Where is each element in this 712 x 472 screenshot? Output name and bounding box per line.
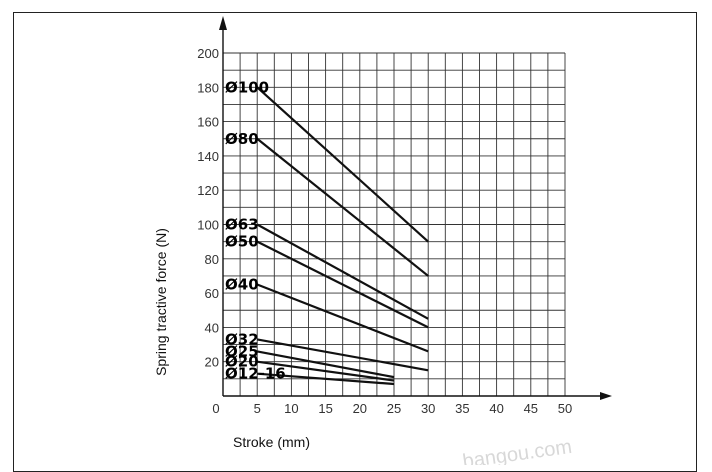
- axes: 0 5 10 15 20 25 30 35 40 45 50 20 40 60 80 100 120 140 160…: [197, 16, 612, 416]
- watermark: bangou.com: [461, 436, 573, 465]
- series-label: Ø20: [225, 353, 259, 371]
- series-label: Ø32: [225, 330, 259, 348]
- y-tick-label: 80: [205, 252, 219, 267]
- series-line: [257, 360, 395, 382]
- series-line: [256, 223, 429, 320]
- x-tick-label: 45: [524, 401, 538, 416]
- y-tick-label: 200: [197, 46, 219, 61]
- y-tick-label: 40: [205, 320, 219, 335]
- series-line: [257, 338, 429, 372]
- y-tick-label: 180: [197, 80, 219, 95]
- series-label: Ø63: [225, 216, 259, 234]
- series-label: Ø50: [225, 233, 259, 251]
- series-line: [256, 137, 429, 277]
- x-tick-label: 15: [318, 401, 332, 416]
- x-tick-label: 20: [353, 401, 367, 416]
- y-axis-title: Spring tractive force (N): [153, 228, 169, 376]
- x-axis-arrow: [600, 392, 612, 400]
- y-tick-label: 160: [197, 115, 219, 130]
- series-line: [256, 240, 429, 329]
- series-lines: [256, 86, 429, 386]
- y-axis-arrow: [219, 16, 227, 30]
- series-label: Ø25: [225, 342, 259, 360]
- x-tick-label: 0: [212, 401, 219, 416]
- grid: [222, 52, 566, 397]
- series-line: [257, 372, 395, 386]
- x-tick-label: 40: [489, 401, 503, 416]
- y-tick-label: 20: [205, 355, 219, 370]
- y-tick-label: 140: [197, 149, 219, 164]
- x-tick-label: 5: [254, 401, 261, 416]
- series-label: Ø80: [225, 130, 259, 148]
- series-label: Ø12-16: [225, 365, 286, 383]
- x-axis-title: Stroke (mm): [233, 434, 310, 450]
- series-line: [256, 283, 429, 353]
- y-tick-label: 100: [197, 218, 219, 233]
- x-tick-label: 50: [558, 401, 572, 416]
- x-tick-label: 25: [387, 401, 401, 416]
- x-tick-label: 35: [455, 401, 469, 416]
- x-tick-label: 10: [284, 401, 298, 416]
- series-line: [256, 350, 395, 379]
- series-label: Ø40: [225, 276, 259, 294]
- y-tick-label: 60: [205, 286, 219, 301]
- series-label: Ø100: [225, 78, 269, 96]
- y-tick-label: 120: [197, 183, 219, 198]
- series-line: [256, 86, 429, 243]
- x-tick-label: 30: [421, 401, 435, 416]
